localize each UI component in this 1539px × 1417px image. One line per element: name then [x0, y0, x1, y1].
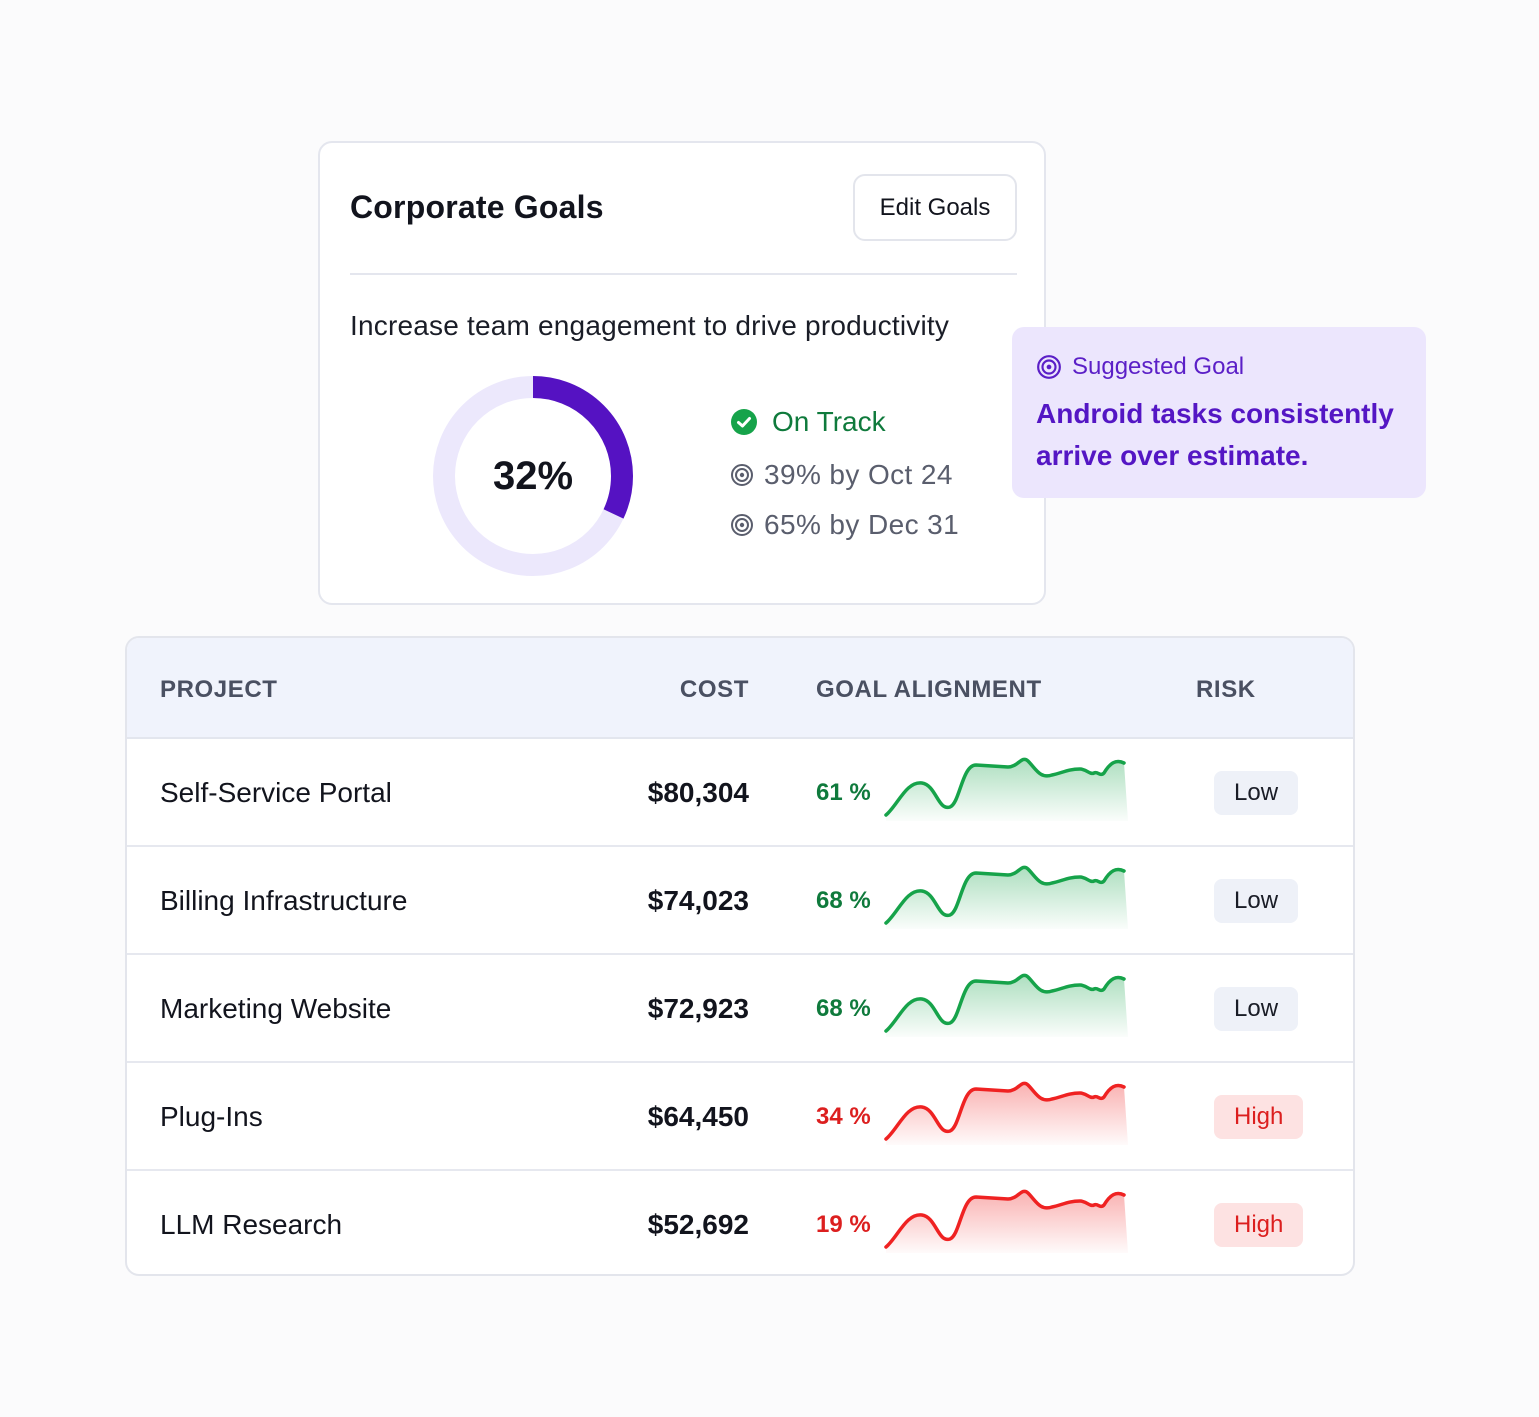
sparkline-line: [884, 1189, 1126, 1249]
project-cost: $80,304: [647, 777, 749, 808]
project-cost: $52,692: [647, 1209, 749, 1240]
sparkline-area: [886, 1083, 1128, 1145]
project-cost: $74,023: [647, 885, 749, 916]
table-row[interactable]: Marketing Website $72,923 68 % Low: [127, 955, 1353, 1063]
alignment-percent: 34 %: [816, 1103, 871, 1130]
target-icon: [1037, 355, 1061, 379]
sparkline-line: [884, 865, 1126, 925]
suggested-goal-text: Android tasks consistently arrive over e…: [1036, 398, 1394, 471]
project-name: Self-Service Portal: [160, 777, 392, 808]
table-row[interactable]: LLM Research $52,692 19 % High: [127, 1171, 1353, 1274]
target-icon: [731, 464, 753, 486]
risk-badge: Low: [1214, 771, 1299, 815]
risk-badge: Low: [1214, 987, 1299, 1031]
sparkline-line: [884, 1081, 1126, 1141]
sparkline-area: [886, 759, 1128, 821]
status-on-track: On Track: [730, 406, 886, 438]
alignment-sparkline: [884, 757, 1128, 821]
alignment-percent: 61 %: [816, 779, 871, 806]
sparkline-line: [884, 757, 1126, 817]
corporate-goals-card: Corporate Goals Edit Goals Increase team…: [318, 141, 1046, 605]
table-row[interactable]: Billing Infrastructure $74,023 68 % Low: [127, 847, 1353, 955]
alignment-percent: 68 %: [816, 995, 871, 1022]
project-cost: $72,923: [647, 993, 749, 1024]
target-icon: [731, 514, 753, 536]
suggested-goal-header: Suggested Goal: [1036, 353, 1244, 381]
status-label: On Track: [772, 406, 886, 437]
goals-title: Corporate Goals: [350, 189, 604, 225]
risk-badge: High: [1214, 1203, 1304, 1247]
project-name: Plug-Ins: [160, 1101, 263, 1132]
sparkline-line: [884, 973, 1126, 1033]
check-circle-icon: [731, 409, 757, 435]
suggested-goal-heading: Suggested Goal: [1072, 353, 1245, 380]
milestone-1: 39% by Oct 24: [730, 459, 953, 491]
column-header-goal-alignment[interactable]: GOAL ALIGNMENT: [816, 676, 1042, 703]
alignment-sparkline: [884, 973, 1128, 1037]
project-name: LLM Research: [160, 1209, 343, 1240]
suggested-goal-card[interactable]: Suggested Goal Android tasks consistentl…: [1012, 327, 1426, 498]
risk-badge: High: [1214, 1095, 1304, 1139]
milestone-label: 39% by Oct 24: [764, 459, 953, 490]
progress-donut: [433, 376, 633, 576]
table-row[interactable]: Self-Service Portal $80,304 61 % Low: [127, 739, 1353, 847]
alignment-percent: 19 %: [816, 1211, 871, 1238]
table-header: PROJECT COST GOAL ALIGNMENT RISK: [127, 638, 1353, 739]
alignment-percent: 68 %: [816, 887, 871, 914]
risk-badge: Low: [1214, 879, 1299, 923]
sparkline-area: [886, 975, 1128, 1037]
goal-statement: Increase team engagement to drive produc…: [350, 310, 950, 341]
projects-table: PROJECT COST GOAL ALIGNMENT RISK Self-Se…: [125, 636, 1355, 1276]
progress-percent: 32%: [492, 453, 574, 498]
project-name: Marketing Website: [160, 993, 392, 1024]
milestone-2: 65% by Dec 31: [730, 509, 959, 541]
project-cost: $64,450: [647, 1101, 749, 1132]
donut-progress-arc: [433, 376, 633, 576]
column-header-project[interactable]: PROJECT: [160, 676, 278, 703]
milestone-label: 65% by Dec 31: [764, 509, 960, 540]
sparkline-area: [886, 1191, 1128, 1253]
edit-goals-button[interactable]: Edit Goals: [853, 174, 1017, 241]
goals-divider: [350, 273, 1017, 275]
column-header-risk[interactable]: RISK: [1196, 676, 1256, 703]
sparkline-area: [886, 867, 1128, 929]
alignment-sparkline: [884, 1189, 1128, 1253]
alignment-sparkline: [884, 1081, 1128, 1145]
project-name: Billing Infrastructure: [160, 885, 408, 916]
alignment-sparkline: [884, 865, 1128, 929]
table-row[interactable]: Plug-Ins $64,450 34 % High: [127, 1063, 1353, 1171]
column-header-cost[interactable]: COST: [679, 676, 749, 703]
